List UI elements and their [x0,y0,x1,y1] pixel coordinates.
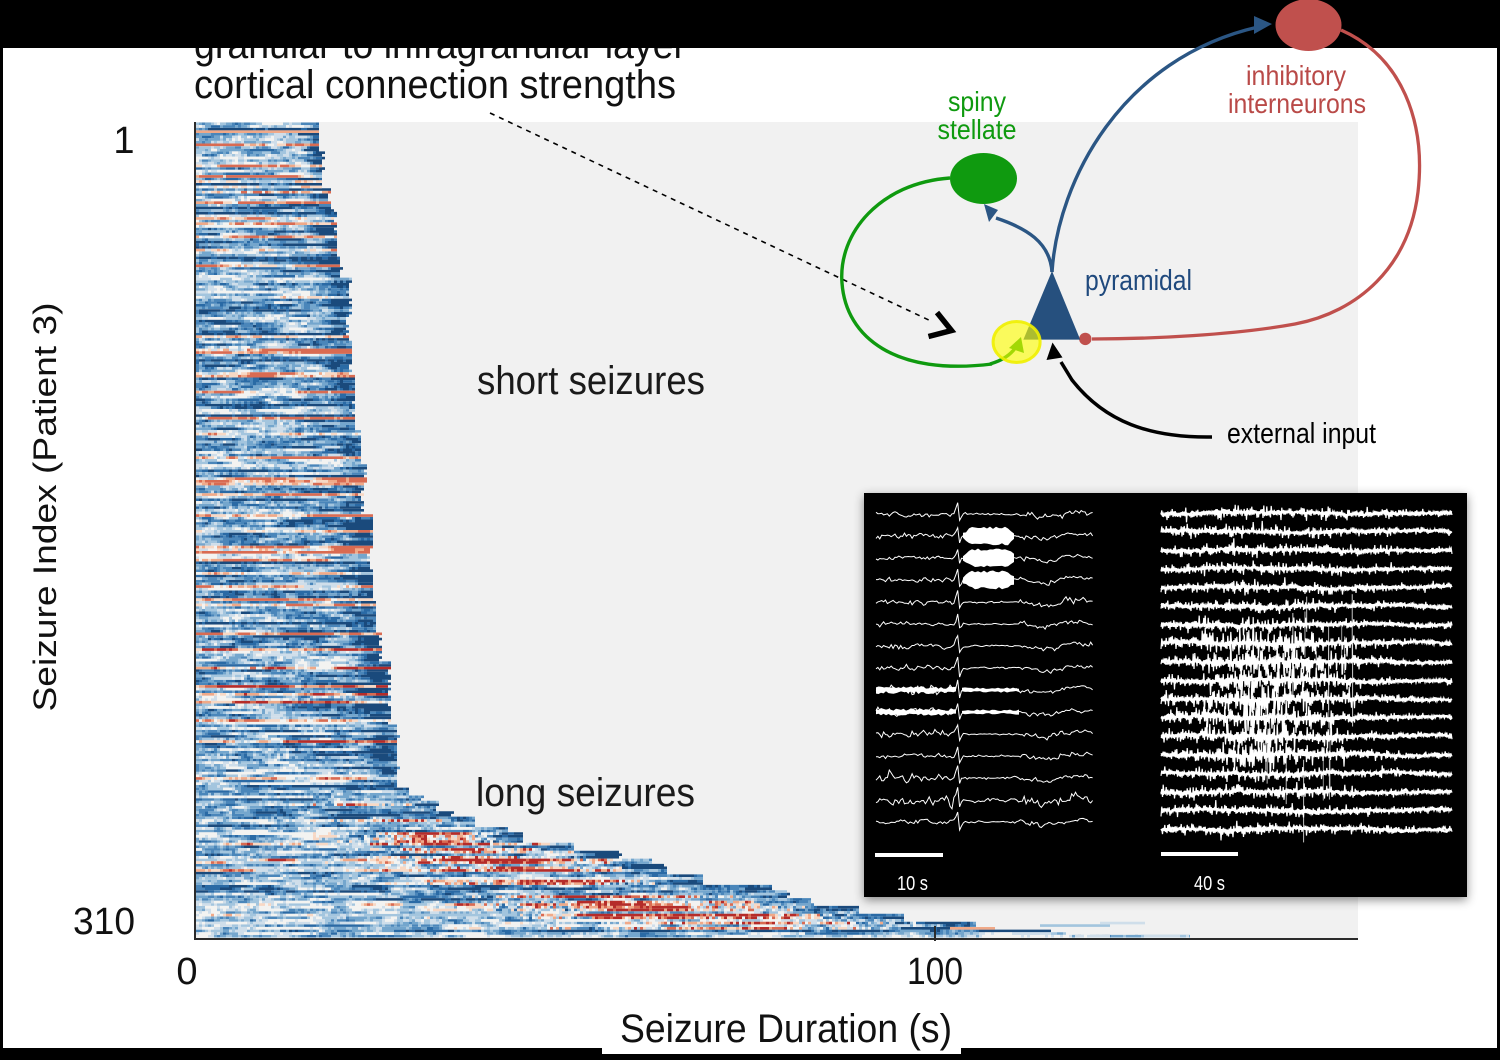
svg-text:external input: external input [1227,418,1376,450]
svg-text:Seizure Index (Patient 3): Seizure Index (Patient 3) [27,303,63,712]
svg-text:0: 0 [176,951,197,993]
svg-text:long seizures: long seizures [476,771,695,815]
svg-text:10 s: 10 s [897,873,928,895]
svg-text:Seizure Duration (s): Seizure Duration (s) [620,1007,952,1051]
svg-text:40 s: 40 s [1194,873,1225,895]
svg-text:cortical connection strengths: cortical connection strengths [194,63,676,107]
svg-text:310: 310 [73,901,135,943]
svg-text:inhibitory: inhibitory [1246,60,1346,91]
svg-text:spiny: spiny [948,86,1006,117]
svg-text:stellate: stellate [938,114,1017,145]
svg-text:interneurons: interneurons [1228,88,1366,119]
svg-text:100: 100 [907,951,963,993]
svg-text:pyramidal: pyramidal [1085,265,1192,297]
svg-text:1: 1 [113,120,134,162]
svg-text:short seizures: short seizures [477,359,705,403]
